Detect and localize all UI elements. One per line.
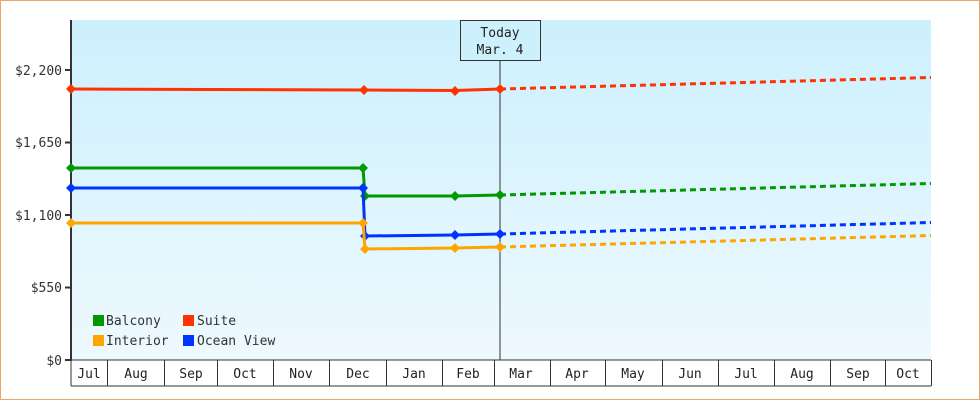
series-suite [66, 76, 932, 96]
legend-swatch [93, 315, 104, 326]
legend-label: Suite [197, 314, 236, 329]
plot-area [71, 20, 931, 360]
legend-item-balcony[interactable]: Balcony [93, 314, 161, 329]
today-label: Today [480, 26, 519, 41]
month-label: Sep [179, 367, 203, 382]
month-label: Jul [77, 367, 100, 382]
month-label: Oct [896, 367, 919, 382]
month-label: May [621, 367, 645, 382]
today-marker: Today Mar. 4 [460, 20, 541, 360]
y-tick-label: $0 [46, 354, 62, 369]
legend-label: Ocean View [197, 334, 275, 349]
y-ticks: $0 $550 $1,100 $1,650 $2,200 [15, 64, 71, 369]
month-label: Dec [346, 367, 369, 382]
month-label: Feb [456, 367, 480, 382]
legend-swatch [93, 335, 104, 346]
month-label: Sep [846, 367, 870, 382]
legend-item-interior[interactable]: Interior [93, 334, 169, 349]
month-label: Jul [734, 367, 757, 382]
month-label: Aug [790, 367, 813, 382]
month-label: Mar [509, 367, 533, 382]
y-tick-label: $2,200 [15, 64, 62, 79]
month-axis: Jul Aug Sep Oct Nov Dec Jan Feb Mar Apr … [70, 360, 932, 387]
legend-swatch [183, 315, 194, 326]
today-date: Mar. 4 [477, 43, 524, 58]
legend: Balcony Suite Interior Ocean View [93, 314, 275, 349]
legend-swatch [183, 335, 194, 346]
legend-item-suite[interactable]: Suite [183, 314, 236, 329]
month-label: Aug [124, 367, 147, 382]
legend-item-ocean-view[interactable]: Ocean View [183, 334, 275, 349]
month-label: Oct [233, 367, 256, 382]
y-tick-label: $1,650 [15, 136, 62, 151]
legend-label: Interior [106, 334, 169, 349]
month-label: Jan [402, 367, 425, 382]
month-label: Apr [565, 367, 589, 382]
month-label: Jun [678, 367, 701, 382]
series-interior [66, 218, 932, 254]
legend-label: Balcony [106, 314, 161, 329]
y-tick-label: $550 [31, 281, 62, 296]
y-tick-label: $1,100 [15, 209, 62, 224]
month-label: Nov [289, 367, 313, 382]
